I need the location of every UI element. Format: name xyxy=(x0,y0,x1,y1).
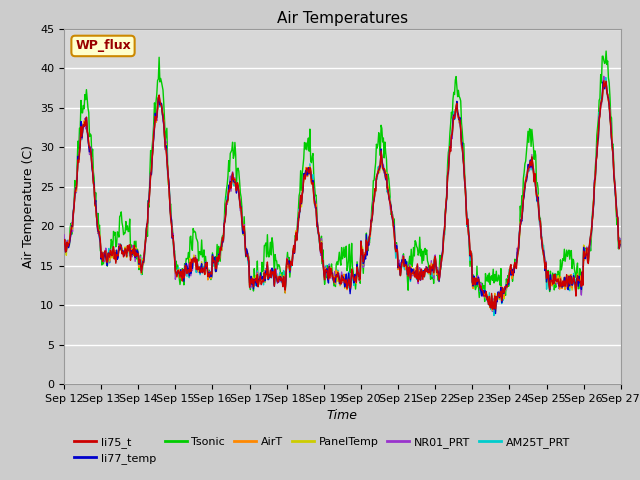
Y-axis label: Air Temperature (C): Air Temperature (C) xyxy=(22,145,35,268)
Legend: li75_t, li77_temp, Tsonic, AirT, PanelTemp, NR01_PRT, AM25T_PRT: li75_t, li77_temp, Tsonic, AirT, PanelTe… xyxy=(70,432,574,468)
Text: WP_flux: WP_flux xyxy=(75,39,131,52)
Title: Air Temperatures: Air Temperatures xyxy=(277,11,408,26)
X-axis label: Time: Time xyxy=(327,409,358,422)
